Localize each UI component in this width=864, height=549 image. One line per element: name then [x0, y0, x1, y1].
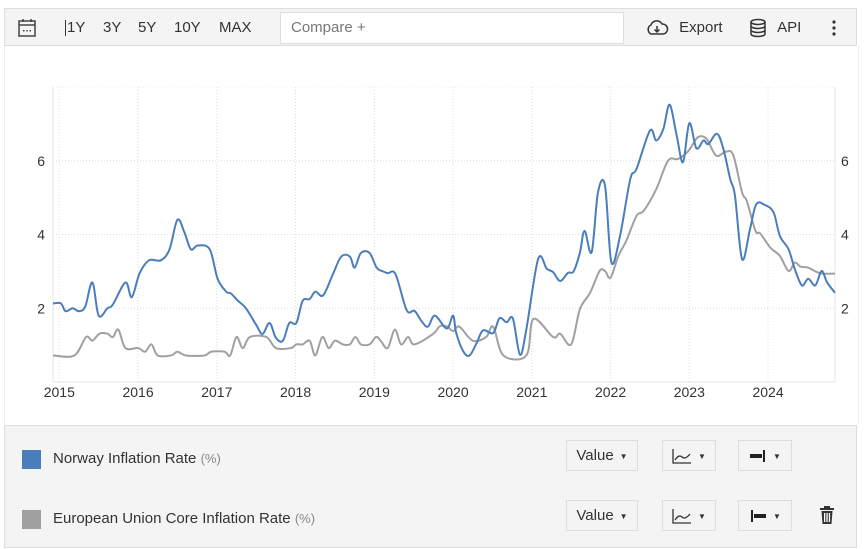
x-tick-label: 2020: [437, 384, 468, 400]
legend-label-norway: Norway Inflation Rate (%): [53, 450, 221, 467]
value-label: Value: [576, 447, 614, 464]
caret-down-icon: ▼: [773, 511, 781, 521]
more-menu-icon[interactable]: [831, 9, 837, 47]
export-button[interactable]: Export: [645, 9, 723, 47]
axis-left-icon: [751, 510, 767, 523]
axis-right-icon: [750, 450, 766, 463]
x-tick-label: 2015: [44, 384, 75, 400]
x-tick-label: 2017: [201, 384, 232, 400]
y-tick-label-left: 2: [37, 300, 45, 316]
api-button[interactable]: API: [749, 9, 801, 47]
legend-swatch-norway: [22, 450, 41, 469]
line-chart[interactable]: 2 2 4 4 6 6 2015 2016 2017 2018 2019 2020 2021 2022 20…: [0, 0, 864, 420]
export-label: Export: [679, 19, 723, 36]
series-line-norway: [52, 103, 836, 357]
y-tick-label-left: 6: [37, 153, 45, 169]
x-tick-label: 2018: [280, 384, 311, 400]
chart-type-dropdown-eu[interactable]: ▼: [662, 500, 716, 531]
range-3y-button[interactable]: 3Y: [103, 19, 122, 36]
chart-type-dropdown-norway[interactable]: ▼: [662, 440, 716, 471]
y-tick-label-right: 4: [841, 227, 849, 243]
toolbar: 1Y 3Y 5Y 10Y MAX Compare + Export API: [4, 8, 857, 46]
x-tick-label: 2023: [674, 384, 705, 400]
range-max-button[interactable]: MAX: [219, 19, 252, 36]
line-chart-icon: [672, 449, 692, 464]
axis-dropdown-norway[interactable]: ▼: [738, 440, 792, 471]
y-tick-label-right: 2: [841, 300, 849, 316]
trash-icon[interactable]: [819, 505, 835, 530]
caret-down-icon: ▼: [619, 451, 628, 461]
x-tick-label: 2021: [516, 384, 547, 400]
y-tick-label-right: 6: [841, 153, 849, 169]
legend-swatch-eu: [22, 510, 41, 529]
caret-down-icon: ▼: [773, 451, 781, 461]
calendar-icon[interactable]: [17, 9, 37, 47]
value-dropdown-norway[interactable]: Value ▼: [566, 440, 638, 471]
x-tick-label: 2016: [122, 384, 153, 400]
range-5y-button[interactable]: 5Y: [138, 19, 157, 36]
legend-panel: Norway Inflation Rate (%) Value ▼ ▼ ▼ Eur…: [4, 425, 857, 548]
caret-down-icon: ▼: [698, 511, 706, 521]
x-tick-label: 2024: [752, 384, 783, 400]
axis-dropdown-eu[interactable]: ▼: [738, 500, 792, 531]
series-unit: (%): [294, 511, 316, 526]
line-chart-icon: [672, 509, 692, 524]
series-unit: (%): [200, 451, 221, 466]
cloud-download-icon: [647, 20, 669, 35]
api-label: API: [777, 19, 802, 36]
value-label: Value: [576, 507, 614, 524]
compare-input[interactable]: Compare +: [280, 12, 624, 44]
chart-area: [4, 46, 859, 424]
y-tick-label-left: 4: [37, 227, 45, 243]
caret-down-icon: ▼: [698, 451, 706, 461]
range-1y-button[interactable]: 1Y: [65, 19, 86, 36]
legend-label-eu: European Union Core Inflation Rate (%): [53, 510, 315, 527]
series-name: European Union Core Inflation Rate: [53, 510, 291, 527]
series-name: Norway Inflation Rate: [53, 450, 197, 467]
value-dropdown-eu[interactable]: Value ▼: [566, 500, 638, 531]
x-tick-label: 2019: [359, 384, 390, 400]
caret-down-icon: ▼: [619, 511, 628, 521]
range-10y-button[interactable]: 10Y: [174, 19, 201, 36]
x-tick-label: 2022: [595, 384, 626, 400]
database-icon: [750, 18, 766, 38]
